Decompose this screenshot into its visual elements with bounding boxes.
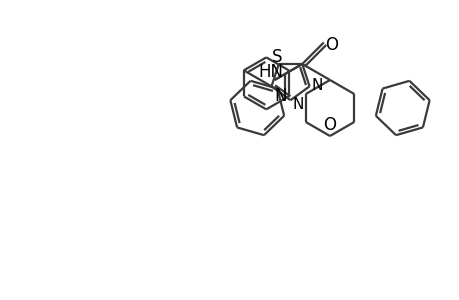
Text: O: O bbox=[325, 35, 337, 53]
Text: S: S bbox=[271, 48, 281, 66]
Text: N: N bbox=[292, 97, 303, 112]
Text: O: O bbox=[323, 116, 336, 134]
Text: N: N bbox=[311, 78, 323, 93]
Text: HN: HN bbox=[257, 63, 282, 81]
Text: N: N bbox=[274, 87, 286, 105]
